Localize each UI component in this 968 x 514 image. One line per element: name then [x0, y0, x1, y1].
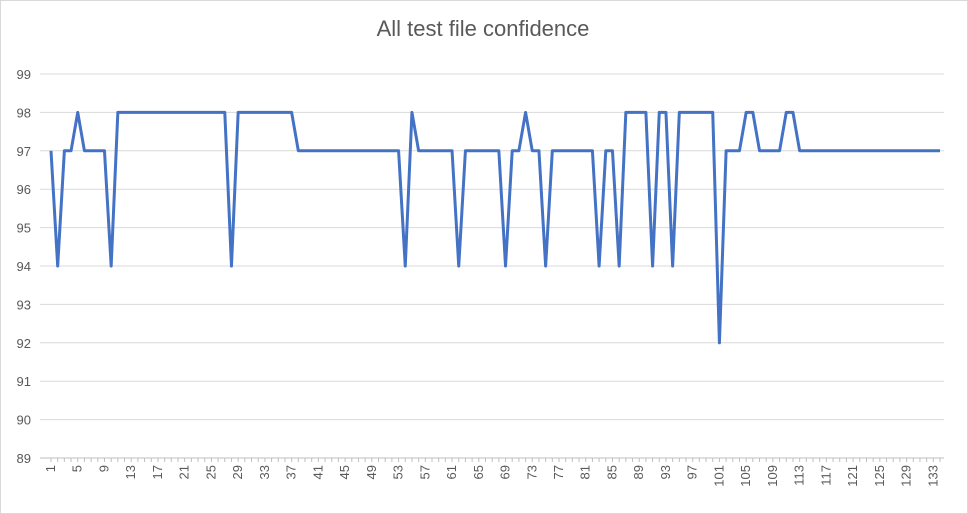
chart-title: All test file confidence	[376, 16, 590, 41]
x-tick-label: 1	[43, 465, 58, 472]
series-line-0	[49, 110, 940, 345]
x-tick-label: 97	[685, 465, 700, 479]
y-axis-tick-labels: 89 90 91 92 93 94 95 96 97 98 99	[17, 67, 31, 466]
x-tick-label: 81	[578, 465, 593, 479]
y-tick-label: 92	[17, 336, 31, 351]
x-tick-label: 57	[417, 465, 432, 479]
gridlines	[40, 73, 944, 462]
x-tick-label: 53	[391, 465, 406, 479]
x-tick-label: 125	[872, 465, 887, 487]
x-tick-label: 41	[310, 465, 325, 479]
y-tick-label: 95	[17, 221, 31, 236]
y-tick-label: 98	[17, 105, 31, 120]
x-tick-label: 29	[230, 465, 245, 479]
x-tick-label: 69	[498, 465, 513, 479]
y-tick-label: 93	[17, 297, 31, 312]
x-tick-label: 45	[337, 465, 352, 479]
x-tick-label: 109	[765, 465, 780, 487]
x-tick-label: 17	[150, 465, 165, 479]
x-tick-label: 73	[524, 465, 539, 479]
x-tick-label: 85	[604, 465, 619, 479]
x-tick-label: 133	[925, 465, 940, 487]
x-tick-label: 37	[284, 465, 299, 479]
y-tick-label: 94	[17, 259, 31, 274]
x-tick-label: 129	[899, 465, 914, 487]
x-tick-label: 21	[177, 465, 192, 479]
x-tick-label: 61	[444, 465, 459, 479]
x-tick-label: 121	[845, 465, 860, 487]
y-tick-label: 97	[17, 144, 31, 159]
y-tick-label: 90	[17, 413, 31, 428]
x-axis-tick-labels: 1 5 9 13 17 21 25 29 33 37 41 45 49 53 57 61 65 69 73 77 81 8…	[43, 465, 940, 487]
x-tick-label: 5	[70, 465, 85, 472]
x-tick-label: 9	[96, 465, 111, 472]
x-tick-label: 113	[792, 465, 807, 486]
x-tick-label: 13	[123, 465, 138, 479]
x-tick-label: 105	[738, 465, 753, 487]
x-tick-label: 49	[364, 465, 379, 479]
x-tick-label: 65	[471, 465, 486, 479]
series-layer	[49, 110, 940, 345]
y-tick-label: 99	[17, 67, 31, 82]
x-tick-label: 33	[257, 465, 272, 479]
y-tick-label: 91	[17, 374, 31, 389]
y-tick-label: 96	[17, 182, 31, 197]
x-tick-label: 93	[658, 465, 673, 479]
x-tick-label: 101	[711, 465, 726, 487]
y-tick-label: 89	[17, 451, 31, 466]
x-tick-label: 77	[551, 465, 566, 479]
x-tick-label: 117	[818, 465, 833, 486]
x-tick-label: 25	[203, 465, 218, 479]
x-tick-label: 89	[631, 465, 646, 479]
